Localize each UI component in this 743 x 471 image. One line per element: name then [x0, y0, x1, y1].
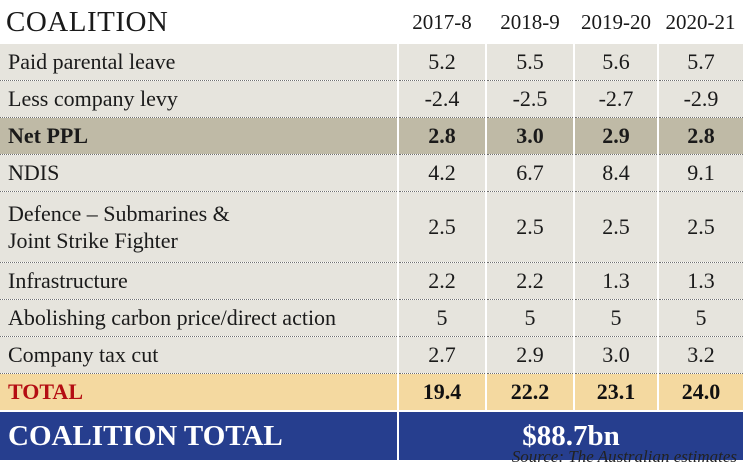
row-label: Less company levy: [0, 80, 398, 118]
table-cell: 2.5: [397, 191, 486, 263]
table-cell: 1.3: [573, 262, 658, 300]
row-label: Net PPL: [0, 117, 398, 155]
table-row-paid-parental-leave: Paid parental leave 5.2 5.5 5.6 5.7: [0, 44, 743, 81]
header-row: COALITION 2017-8 2018-9 2019-20 2020-21: [0, 0, 743, 44]
table-cell: 5.7: [657, 44, 743, 81]
row-label: Abolishing carbon price/direct action: [0, 299, 398, 337]
table-row-abolishing-carbon-price: Abolishing carbon price/direct action 5 …: [0, 299, 743, 337]
grand-total-value: $88.7bn: [397, 411, 743, 460]
table-cell: 5: [485, 299, 574, 337]
table-cell: 3.2: [657, 336, 743, 374]
table-cell: 2.2: [397, 262, 486, 300]
column-header: 2020-21: [658, 0, 743, 44]
table-cell: 5: [573, 299, 658, 337]
table-cell: -2.7: [573, 80, 658, 118]
table-cell: 8.4: [573, 154, 658, 192]
table-cell: 22.2: [485, 373, 574, 412]
row-label-line: Joint Strike Fighter: [8, 228, 178, 253]
table-row-company-tax-cut: Company tax cut 2.7 2.9 3.0 3.2: [0, 336, 743, 374]
table-cell: 23.1: [573, 373, 658, 412]
row-label: NDIS: [0, 154, 398, 192]
table-cell: 2.5: [657, 191, 743, 263]
table-row-total: TOTAL 19.4 22.2 23.1 24.0: [0, 373, 743, 412]
table-row-less-company-levy: Less company levy -2.4 -2.5 -2.7 -2.9: [0, 80, 743, 118]
table-cell: 4.2: [397, 154, 486, 192]
grand-total-row: COALITION TOTAL $88.7bn: [0, 411, 743, 460]
table-cell: 2.5: [573, 191, 658, 263]
table-cell: 9.1: [657, 154, 743, 192]
table-cell: 1.3: [657, 262, 743, 300]
coalition-costings-table: COALITION 2017-8 2018-9 2019-20 2020-21 …: [0, 0, 743, 460]
table-cell: 2.2: [485, 262, 574, 300]
table-cell: 2.9: [573, 117, 658, 155]
table-cell: 5.2: [397, 44, 486, 81]
table-cell: 5: [397, 299, 486, 337]
table-cell: 3.0: [573, 336, 658, 374]
table-row-infrastructure: Infrastructure 2.2 2.2 1.3 1.3: [0, 262, 743, 300]
table-cell: 3.0: [485, 117, 574, 155]
table-cell: 2.7: [397, 336, 486, 374]
column-header: 2017-8: [398, 0, 486, 44]
table-cell: 5: [657, 299, 743, 337]
table-cell: 5.5: [485, 44, 574, 81]
grand-total-label: COALITION TOTAL: [0, 411, 398, 460]
table-cell: 2.5: [485, 191, 574, 263]
row-label: Defence – Submarines & Joint Strike Figh…: [0, 191, 398, 263]
row-label: Company tax cut: [0, 336, 398, 374]
table-cell: 19.4: [397, 373, 486, 412]
table-cell: 24.0: [657, 373, 743, 412]
row-label-line: Defence – Submarines &: [8, 201, 230, 226]
row-label: TOTAL: [0, 373, 398, 412]
column-header: 2018-9: [486, 0, 574, 44]
table-cell: -2.5: [485, 80, 574, 118]
table-cell: 2.9: [485, 336, 574, 374]
table-cell: 6.7: [485, 154, 574, 192]
column-header: 2019-20: [574, 0, 658, 44]
source-note: Source: The Australian estimates: [511, 447, 737, 466]
table-cell: 2.8: [397, 117, 486, 155]
table-row-ndis: NDIS 4.2 6.7 8.4 9.1: [0, 154, 743, 192]
table-title: COALITION: [0, 0, 398, 44]
table-row-net-ppl: Net PPL 2.8 3.0 2.9 2.8: [0, 117, 743, 155]
table-cell: -2.4: [397, 80, 486, 118]
table-cell: 2.8: [657, 117, 743, 155]
table-cell: 5.6: [573, 44, 658, 81]
table-row-defence: Defence – Submarines & Joint Strike Figh…: [0, 191, 743, 263]
row-label: Infrastructure: [0, 262, 398, 300]
row-label: Paid parental leave: [0, 44, 398, 81]
table-cell: -2.9: [657, 80, 743, 118]
